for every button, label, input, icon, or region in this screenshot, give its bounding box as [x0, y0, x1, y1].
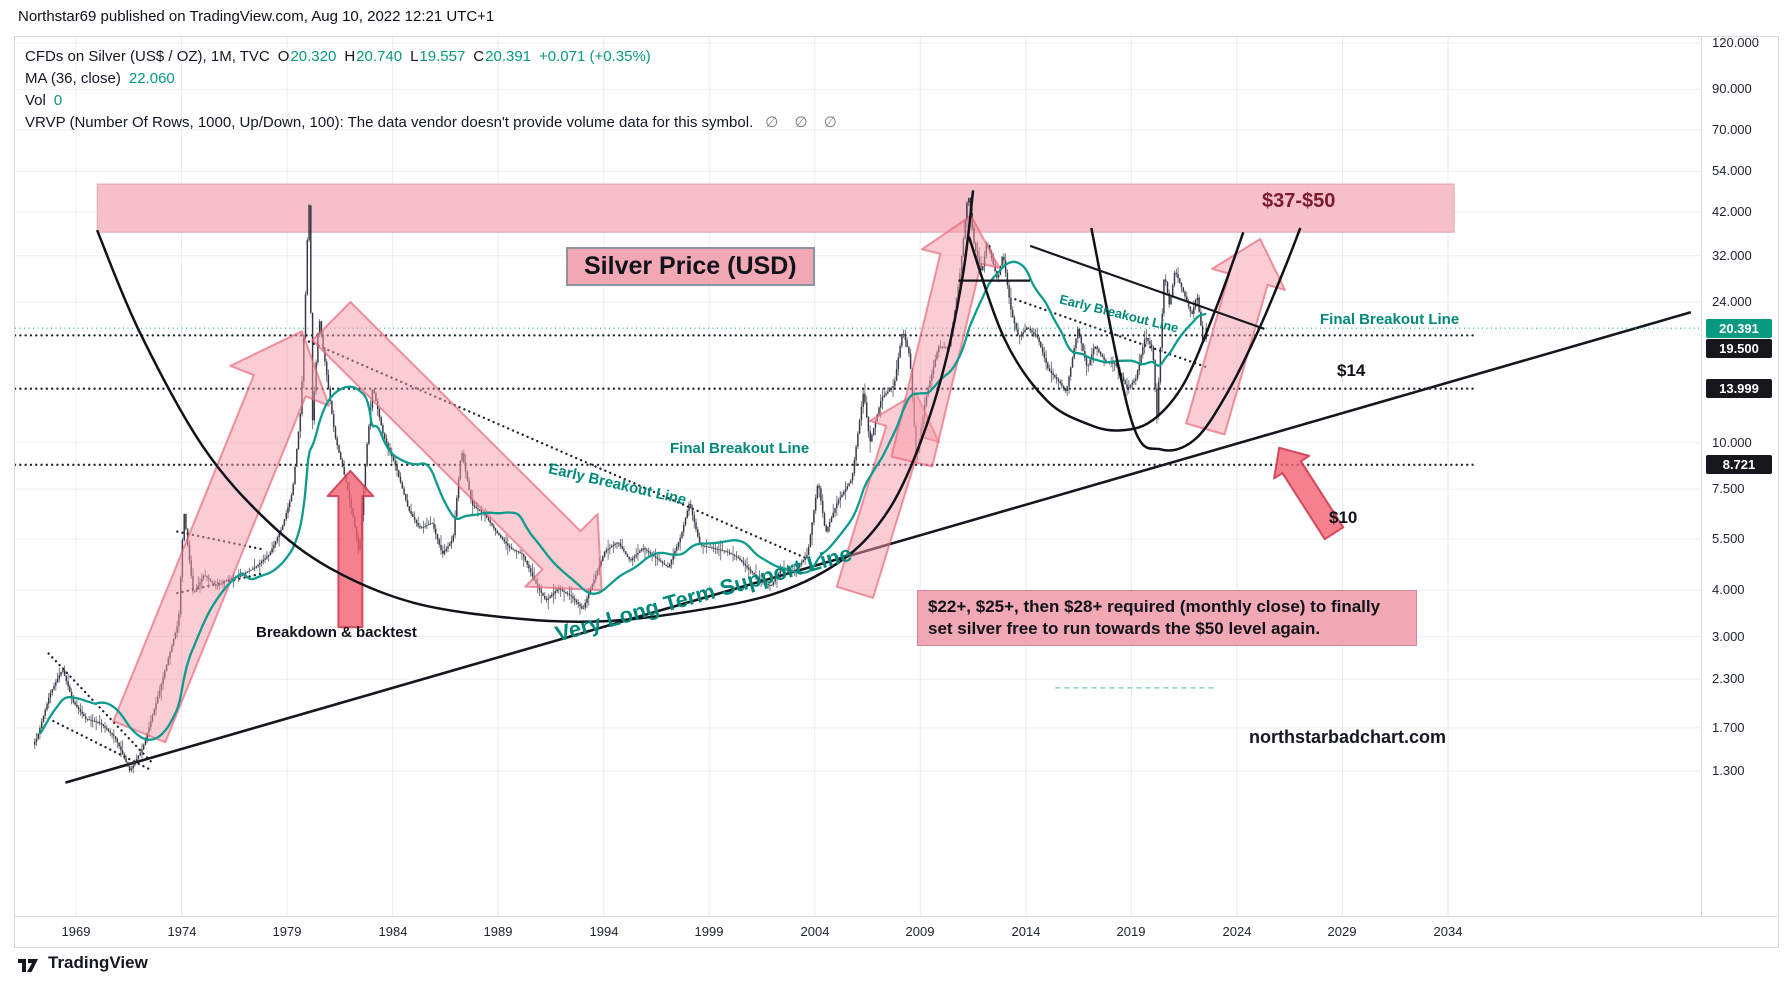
- high-label: H: [344, 48, 356, 65]
- ma-value: 22.060: [128, 70, 175, 87]
- final-breakout-line-label-right: Final Breakout Line: [1320, 311, 1460, 328]
- change-value: +0.071 (+0.35%): [539, 48, 651, 65]
- time-tick-label: 1979: [272, 924, 302, 939]
- time-tick-label: 2019: [1116, 924, 1146, 939]
- price-badge: 13.999: [1706, 379, 1772, 398]
- price-tick-label: 1.300: [1712, 763, 1745, 778]
- volume-label: Vol: [25, 92, 46, 109]
- ma-label: MA (36, close): [25, 70, 121, 87]
- price-tick-label: 90.000: [1712, 81, 1752, 96]
- high-value: 20.740: [356, 48, 403, 65]
- breakdown-backtest-label: Breakdown & backtest: [256, 624, 417, 641]
- symbol-title: CFDs on Silver (US$ / OZ), 1M, TVC: [25, 48, 270, 65]
- price-tick-label: 5.500: [1712, 531, 1745, 546]
- price-badge: 20.391: [1706, 319, 1772, 338]
- time-tick-label: 1984: [378, 924, 408, 939]
- price-badge: 8.721: [1706, 455, 1772, 474]
- low-value: 19.557: [419, 48, 466, 65]
- tradingview-logo-icon: [18, 959, 38, 972]
- legend-ma-row[interactable]: MA (36, close) 22.060: [25, 68, 843, 90]
- watermark-text: northstarbadchart.com: [1249, 727, 1447, 747]
- tradingview-logo[interactable]: TradingView: [16, 951, 148, 975]
- price-badge: 19.500: [1706, 339, 1772, 358]
- price-target-message-box: $22+, $25+, then $28+ required (monthly …: [917, 590, 1417, 646]
- time-tick-label: 2014: [1011, 924, 1041, 939]
- final-breakout-line-label-left: Final Breakout Line: [670, 440, 810, 457]
- low-label: L: [410, 48, 419, 65]
- price-axis[interactable]: 120.000 90.000 70.000 54.000 42.000 32.000 24.…: [1701, 35, 1778, 916]
- chart-frame: CFDs on Silver (US$ / OZ), 1M, TVC O 20.3…: [14, 35, 1779, 948]
- price-tick-label: 7.500: [1712, 481, 1745, 496]
- tradingview-logo-text: TradingView: [48, 953, 148, 972]
- chart-title-box: Silver Price (USD): [566, 247, 815, 286]
- legend-symbol-row[interactable]: CFDs on Silver (US$ / OZ), 1M, TVC O 20.3…: [25, 46, 843, 68]
- time-tick-label: 2004: [800, 924, 830, 939]
- time-tick-label: 1969: [61, 924, 91, 939]
- time-tick-label: 1999: [694, 924, 724, 939]
- price-tick-label: 120.000: [1712, 35, 1759, 50]
- volume-value: 0: [53, 92, 63, 109]
- price-tick-label: 54.000: [1712, 163, 1752, 178]
- price-tick-label: 10.000: [1712, 435, 1752, 450]
- legend-volume-row[interactable]: Vol 0: [25, 90, 843, 112]
- vrvp-label: VRVP (Number Of Rows, 1000, Up/Down, 100…: [25, 114, 754, 131]
- time-tick-label: 1994: [589, 924, 619, 939]
- price-tick-label: 32.000: [1712, 248, 1752, 263]
- time-tick-label: 2009: [905, 924, 935, 939]
- close-value: 20.391: [485, 48, 532, 65]
- price-tick-label: 3.000: [1712, 629, 1745, 644]
- level-10-label: $10: [1329, 508, 1358, 527]
- level-14-label: $14: [1337, 361, 1366, 380]
- time-tick-label: 2024: [1222, 924, 1252, 939]
- time-tick-label: 2029: [1327, 924, 1357, 939]
- price-chart-canvas[interactable]: [15, 37, 1701, 916]
- close-label: C: [473, 48, 485, 65]
- price-tick-label: 4.000: [1712, 582, 1745, 597]
- resistance-band-label: $37-$50: [1262, 190, 1336, 212]
- price-tick-label: 2.300: [1712, 671, 1745, 686]
- time-tick-label: 2034: [1433, 924, 1463, 939]
- legend-vrvp-row[interactable]: VRVP (Number Of Rows, 1000, Up/Down, 100…: [25, 112, 843, 134]
- empty-set-icons: ∅ ∅ ∅: [765, 114, 843, 131]
- chart-legend: CFDs on Silver (US$ / OZ), 1M, TVC O 20.3…: [25, 46, 843, 134]
- price-tick-label: 42.000: [1712, 204, 1752, 219]
- price-tick-label: 24.000: [1712, 294, 1752, 309]
- time-tick-label: 1974: [167, 924, 197, 939]
- price-tick-label: 1.700: [1712, 720, 1745, 735]
- open-label: O: [277, 48, 290, 65]
- open-value: 20.320: [290, 48, 337, 65]
- price-tick-label: 70.000: [1712, 122, 1752, 137]
- time-tick-label: 1989: [483, 924, 513, 939]
- published-byline: Northstar69 published on TradingView.com…: [18, 8, 495, 25]
- time-axis[interactable]: 1969 1974 1979 1984 1989 1994 1999 2004 2009 2014…: [15, 916, 1777, 947]
